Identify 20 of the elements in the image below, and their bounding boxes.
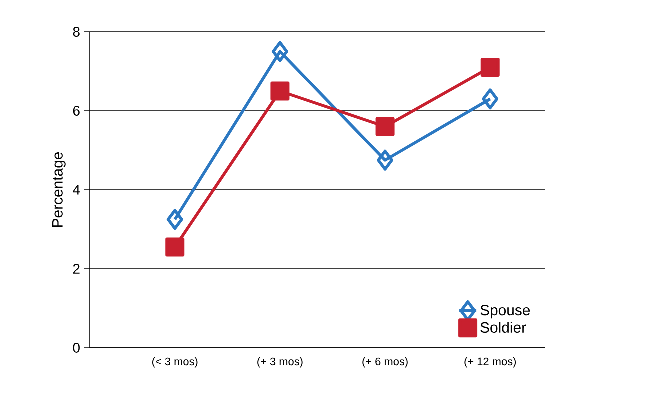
point (376, 117, 395, 136)
point (272, 41, 288, 62)
x-tick-label: (< 3 mos) (152, 358, 198, 368)
point (377, 150, 394, 171)
point (480, 58, 500, 78)
y-tick-label: 0 (73, 343, 80, 353)
y-tick-label: 6 (73, 106, 80, 116)
point (166, 209, 184, 230)
point (270, 82, 290, 101)
x-tick-label: (+ 12 mos) (464, 358, 516, 368)
y-axis-title: Percentage (52, 152, 66, 227)
x-tick-label: (+ 3 mos) (258, 358, 303, 368)
y-tick-label: 2 (73, 264, 80, 274)
legend-label: Soldier (480, 322, 526, 333)
y-tick-label: 4 (73, 185, 80, 195)
point (166, 238, 185, 257)
point (482, 88, 499, 110)
x-tick-label: (+ 6 mos) (362, 358, 408, 368)
legend-label: Spouse (480, 305, 530, 319)
y-tick-label: 8 (73, 27, 80, 37)
